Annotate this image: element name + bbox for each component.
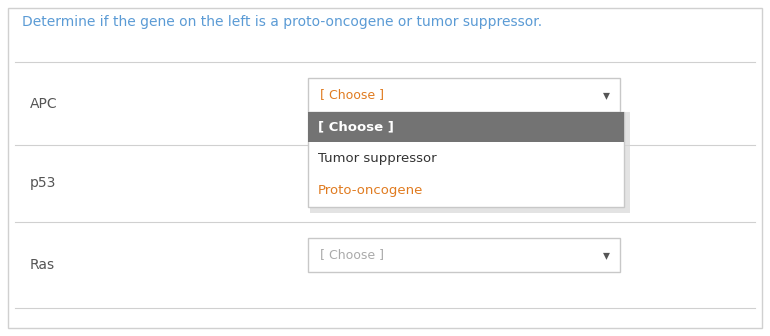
Text: Ras: Ras [30,258,55,272]
Bar [308,112,624,207]
Text: Proto-oncogene: Proto-oncogene [318,184,424,197]
Text: ▾: ▾ [602,88,610,102]
Text: [ Choose ]: [ Choose ] [320,88,384,101]
Text: p53: p53 [30,176,56,191]
Bar [310,112,630,213]
Text: Tumor suppressor: Tumor suppressor [318,152,437,165]
Bar [308,78,620,112]
Text: [ Choose ]: [ Choose ] [320,249,384,261]
Text: APC: APC [30,96,58,111]
Text: [ Choose ]: [ Choose ] [318,121,394,133]
Text: Determine if the gene on the left is a proto-oncogene or tumor suppressor.: Determine if the gene on the left is a p… [22,15,542,29]
Bar [308,112,624,142]
Text: ▾: ▾ [602,248,610,262]
Bar [308,238,620,272]
